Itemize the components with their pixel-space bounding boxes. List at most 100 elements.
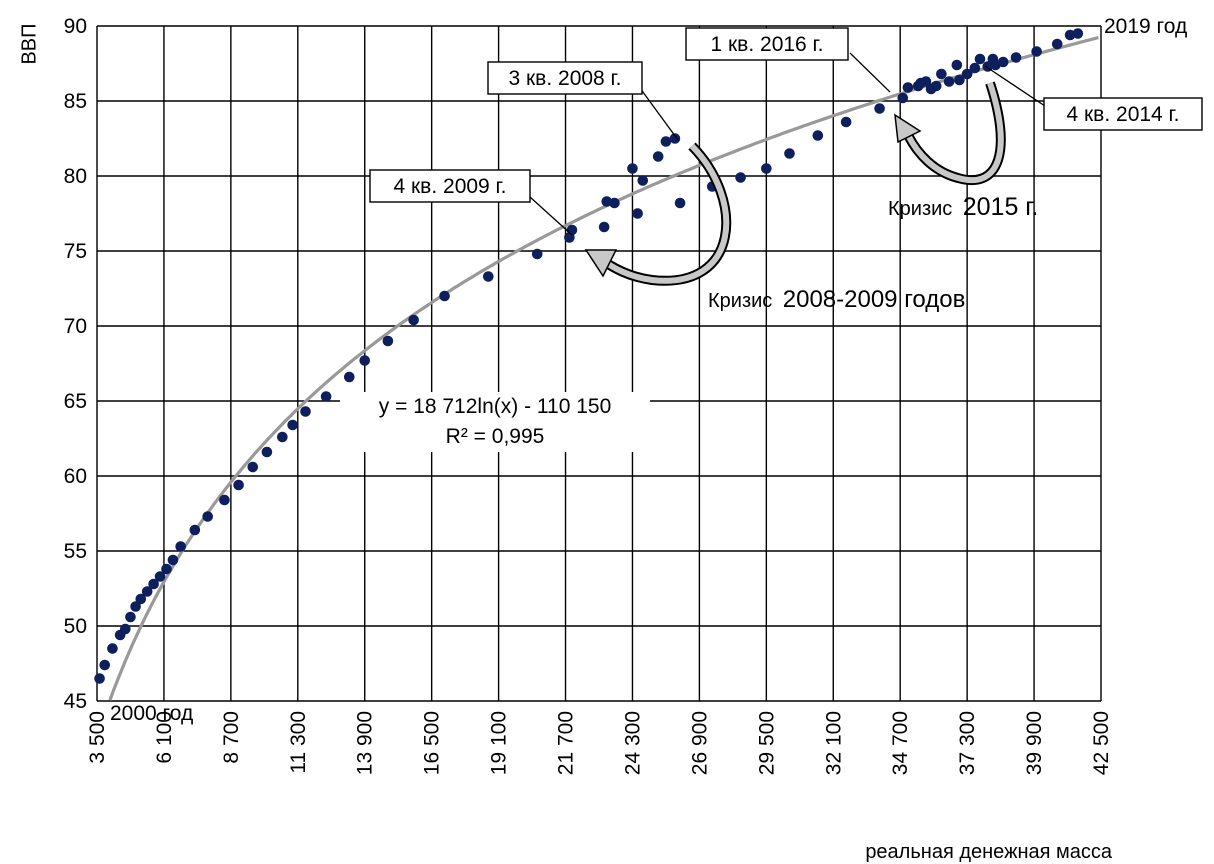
data-point	[1072, 28, 1084, 39]
data-point	[141, 586, 153, 597]
x-tick-label: 34 700	[889, 711, 912, 775]
data-point	[1051, 38, 1063, 50]
grid	[96, 25, 1102, 702]
crisis-2008-suffix: 2008-2009 годов	[783, 286, 966, 313]
x-tick-label: 24 300	[621, 711, 644, 775]
trendline	[108, 36, 1099, 701]
crisis-2015-arrow	[894, 81, 1006, 185]
data-point	[637, 175, 649, 186]
crisis-2008-prefix: Кризис	[708, 290, 772, 312]
data-point	[936, 68, 947, 80]
crisis-2008-arrow	[584, 142, 732, 286]
y-tick-label: 60	[64, 465, 87, 488]
data-point	[961, 68, 973, 80]
crisis-2015-label: Кризис 2015 г.	[888, 193, 1038, 221]
x-tick-label: 32 100	[822, 711, 845, 775]
callout-1q-2016-text: 1 кв. 2016 г.	[710, 33, 823, 56]
data-point	[287, 419, 298, 431]
data-point	[107, 643, 118, 654]
callout-4q-2009-text: 4 кв. 2009 г.	[393, 175, 506, 198]
y-tick-label: 50	[64, 615, 87, 638]
start-label: 2000 год	[110, 702, 193, 725]
data-point	[840, 116, 852, 128]
data-point	[130, 601, 141, 612]
y-axis-title: ВВП	[18, 23, 40, 64]
data-point	[897, 92, 909, 104]
data-point	[735, 172, 746, 183]
data-point	[1010, 52, 1022, 63]
x-tick-label: 13 900	[354, 711, 377, 775]
data-point	[439, 290, 450, 302]
x-axis-title: реальная денежная масса	[865, 841, 1113, 863]
data-point	[120, 623, 131, 635]
r-squared-label: R² = 0,995	[446, 425, 545, 448]
data-point	[930, 80, 942, 92]
data-point	[94, 673, 105, 684]
data-point	[902, 82, 914, 93]
data-point	[632, 208, 643, 219]
data-point	[761, 163, 772, 174]
trendline-layer	[108, 36, 1099, 701]
crisis-2015-prefix: Кризис	[888, 198, 952, 220]
data-point	[974, 53, 986, 65]
data-point	[359, 355, 371, 366]
x-tick-label: 29 500	[755, 711, 778, 775]
data-point	[175, 541, 186, 552]
data-point	[660, 136, 672, 147]
data-point	[969, 62, 981, 74]
data-point	[99, 659, 111, 671]
data-point	[343, 371, 355, 383]
data-point	[954, 74, 965, 86]
callout-3q-2008-text: 3 кв. 2008 г.	[508, 67, 621, 90]
data-point	[674, 197, 686, 209]
data-point	[148, 578, 159, 590]
data-point	[219, 494, 230, 506]
y-tick-label: 85	[64, 90, 87, 113]
data-point	[920, 76, 932, 87]
data-point	[167, 554, 179, 566]
x-tick-label: 3 500	[86, 711, 109, 764]
x-tick-label: 26 900	[688, 711, 711, 775]
crisis-2008-label: Кризис 2008-2009 годов	[708, 286, 965, 313]
data-point	[812, 130, 824, 141]
data-point	[247, 461, 259, 473]
callout-4q-2014-text: 4 кв. 2014 г.	[1066, 103, 1179, 126]
y-tick-label: 70	[64, 315, 87, 338]
x-tick-label: 16 500	[421, 711, 444, 775]
data-point	[135, 593, 147, 605]
x-tick-label: 37 300	[956, 711, 979, 775]
y-tick-label: 45	[64, 690, 87, 713]
callout-3q-2008: 3 кв. 2008 г.	[487, 61, 643, 95]
data-point	[277, 431, 288, 443]
data-point	[652, 151, 664, 162]
data-point	[320, 391, 332, 402]
data-point	[300, 406, 311, 417]
y-tick-label: 90	[64, 15, 87, 38]
data-point	[189, 524, 201, 536]
data-point	[598, 221, 610, 233]
data-point	[233, 479, 244, 491]
x-tick-label: 21 700	[555, 711, 578, 775]
x-tick-label: 11 300	[287, 711, 310, 774]
data-point	[784, 148, 795, 159]
x-tick-label: 19 100	[488, 711, 511, 775]
data-point	[566, 224, 578, 236]
x-tick-label: 6 100	[153, 711, 176, 764]
callout-1q-2016: 1 кв. 2016 г.	[685, 27, 849, 61]
data-point	[997, 56, 1009, 68]
x-tick-label: 8 700	[220, 711, 243, 764]
x-tick-label: 39 900	[1023, 711, 1046, 775]
equation-box: y = 18 712ln(x) - 110 150 R² = 0,995	[340, 392, 650, 452]
callout-4q-2009: 4 кв. 2009 г.	[369, 169, 531, 203]
data-point	[408, 314, 419, 326]
data-point	[874, 103, 885, 114]
data-point	[531, 248, 543, 260]
y-tick-labels: 45 50 55 60 65 70 75 80 85 90	[64, 15, 87, 713]
y-tick-label: 55	[64, 540, 87, 563]
data-point	[669, 133, 681, 144]
end-label: 2019 год	[1104, 15, 1187, 38]
data-point	[382, 335, 394, 347]
data-point	[161, 563, 172, 575]
data-point	[951, 59, 963, 71]
